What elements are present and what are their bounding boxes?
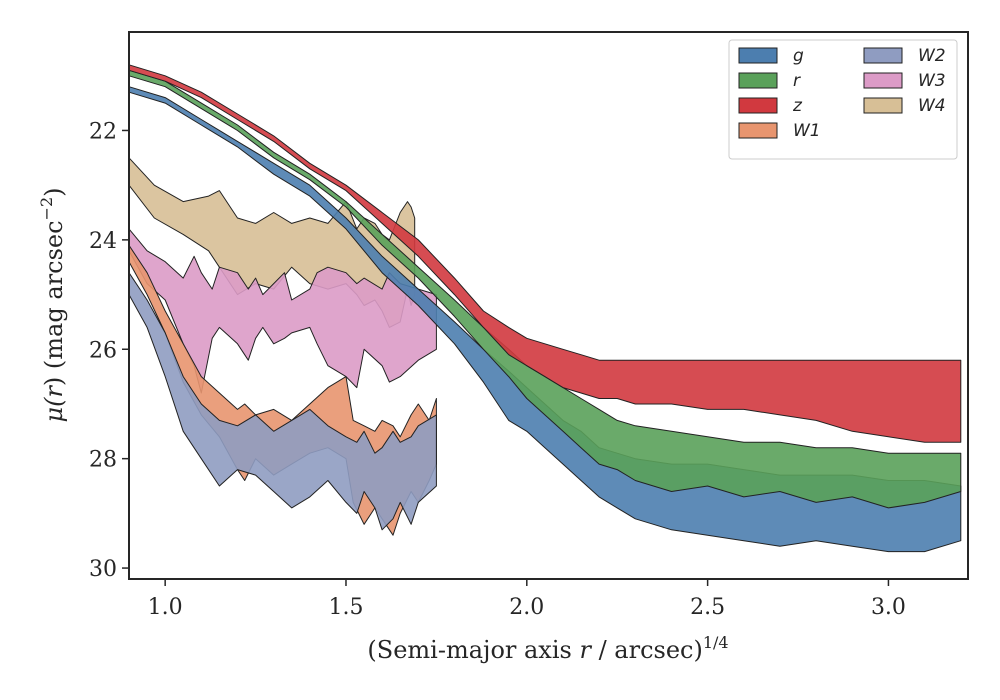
legend-swatch-r — [738, 72, 778, 89]
y-tick-label: 26 — [89, 338, 117, 363]
x-tick-label: 1.5 — [328, 595, 363, 620]
x-axis: 1.0 1.5 2.0 2.5 3.0 — [148, 579, 906, 620]
legend-label-w4: W4 — [918, 96, 946, 116]
legend-label-z: z — [792, 96, 803, 116]
y-axis: 22 24 26 28 30 — [89, 119, 129, 582]
band-z — [128, 64, 962, 443]
x-axis-label: (Semi-major axis r / arcsec)1/4 — [367, 633, 728, 664]
x-tick-label: 3.0 — [871, 595, 906, 620]
legend-label-w1: W1 — [793, 121, 821, 141]
legend-label-w2: W2 — [918, 46, 946, 66]
legend-swatch-w2 — [863, 47, 903, 64]
legend-box — [728, 39, 958, 160]
legend-swatch-g — [738, 47, 778, 64]
legend-swatch-w3 — [863, 72, 903, 89]
y-axis-label: μ(r) (mag arcsec−2) — [37, 187, 68, 422]
legend-swatch-w4 — [863, 97, 903, 114]
x-tick-label: 1.0 — [148, 595, 183, 620]
series-layer — [128, 64, 962, 553]
band-r — [128, 69, 962, 509]
legend-label-r: r — [793, 71, 801, 91]
band-w2 — [128, 272, 437, 531]
y-tick-label: 22 — [89, 119, 117, 144]
x-tick-label: 2.0 — [509, 595, 544, 620]
legend-label-g: g — [793, 46, 804, 66]
legend-swatch-w1 — [738, 122, 778, 139]
legend-label-w3: W3 — [918, 71, 946, 91]
y-tick-label: 24 — [89, 229, 117, 254]
plot-frame — [128, 31, 969, 580]
legend: grz W1 W2 W3 W4 — [728, 39, 958, 160]
x-tick-label: 2.5 — [690, 595, 725, 620]
legend-swatch-z — [738, 97, 778, 114]
band-w3 — [128, 228, 437, 394]
y-tick-label: 28 — [89, 448, 117, 473]
y-tick-label: 30 — [89, 557, 117, 582]
